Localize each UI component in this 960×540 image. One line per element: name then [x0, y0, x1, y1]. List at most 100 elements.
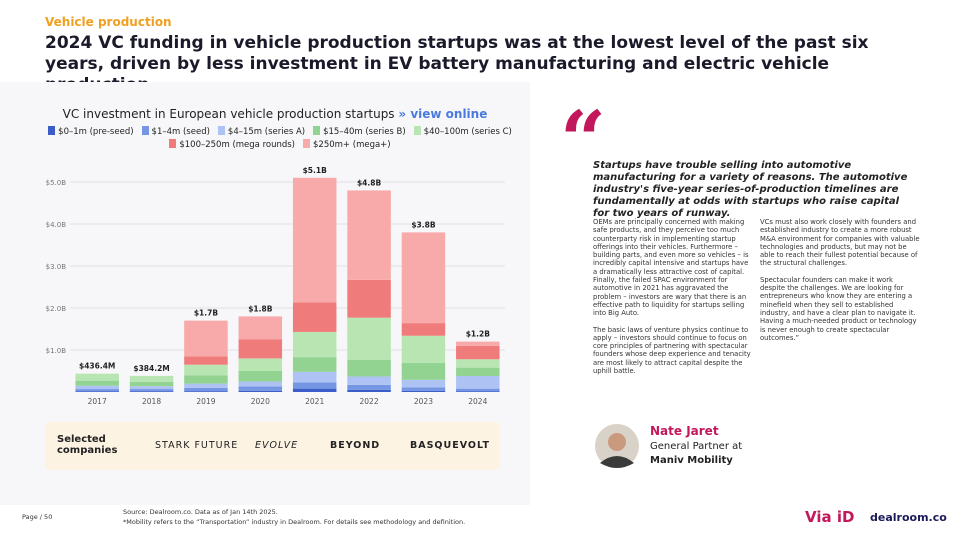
legend-label: $100–250m (mega rounds) [179, 140, 296, 150]
bar-segment [184, 356, 228, 365]
legend: $0–1m (pre-seed) $1–4m (seed) $4–15m (seri… [40, 126, 520, 150]
bar-segment [292, 371, 337, 383]
bar-segment [401, 379, 446, 388]
bar-segment [292, 388, 337, 392]
company: BASQUEVOLT [410, 440, 490, 451]
bar-segment [401, 387, 446, 391]
x-tick-label: 2024 [468, 397, 487, 406]
quote-mark: “ [560, 93, 607, 187]
bar-segment [238, 339, 283, 359]
bar-segment [456, 341, 500, 346]
bar-segment [75, 373, 119, 381]
bar-segment [129, 389, 174, 392]
bar-segment [238, 386, 283, 391]
legend-label: $15–40m (series B) [323, 127, 406, 137]
bar-segment [456, 359, 500, 368]
bar-segment [129, 375, 174, 382]
legend-swatch [48, 126, 56, 135]
legend-item: $1–4m (seed) [141, 126, 210, 137]
bar-segment [184, 375, 228, 384]
legend-swatch [217, 126, 225, 135]
source: Source: Dealroom.co. Data as of Jan 14th… [123, 508, 278, 516]
bar-segment [184, 320, 228, 357]
bar-segment [347, 376, 391, 385]
total-label: $1.7B [194, 309, 219, 318]
bar-segment [347, 317, 391, 360]
chart: $1.0B $2.0B $3.0B $4.0B $5.0B $436.4M 2017 $384… [46, 166, 505, 406]
y-tick-label: $3.0B [46, 263, 67, 271]
total-label: $5.1B [303, 166, 328, 175]
bar-segment [184, 383, 228, 388]
legend-swatch [141, 126, 149, 135]
bar-segment [184, 364, 228, 376]
legend-item: $250m+ (mega+) [303, 139, 391, 150]
person-role: General Partner at [650, 441, 743, 452]
bar-segment [456, 391, 500, 392]
legend-swatch [413, 126, 421, 135]
companies-label: Selected companies [57, 434, 118, 456]
legend-swatch [313, 126, 321, 135]
bar-segment [75, 389, 119, 392]
x-tick-label: 2021 [305, 397, 324, 406]
legend-label: $40–100m (series C) [423, 127, 512, 137]
chart-title: VC investment in European vehicle produc… [62, 107, 395, 121]
avatar [595, 424, 639, 468]
x-tick-label: 2017 [88, 397, 107, 406]
bar-segment [347, 384, 391, 390]
paragraph: OEMs are principally concerned with maki… [593, 218, 749, 318]
total-label: $1.8B [248, 304, 273, 313]
legend-label: $250m+ (mega+) [313, 140, 391, 150]
bar-segment [347, 190, 391, 280]
bar-segment [292, 382, 337, 389]
bar-segment [184, 391, 228, 392]
bar-segment [456, 367, 500, 377]
x-tick-label: 2018 [142, 397, 161, 406]
bar-segment [75, 380, 119, 386]
bar-segment [401, 363, 446, 380]
bar-segment [292, 177, 337, 303]
x-tick-label: 2023 [414, 397, 433, 406]
legend-label: $0–1m (pre-seed) [58, 127, 134, 137]
company: BEYOND [330, 440, 381, 451]
legend-item: $4–15m (series A) [217, 126, 306, 137]
y-tick-label: $2.0B [46, 305, 67, 313]
chart-title-row: VC investment in European vehicle produc… [40, 107, 510, 121]
bar-segment [347, 389, 391, 392]
bar-segment [238, 358, 283, 371]
paragraph: The basic laws of venture physics contin… [593, 325, 751, 376]
bar-segment [75, 391, 119, 392]
quote-column: OEMs are principally concerned with maki… [593, 218, 753, 383]
total-label: $384.2M [133, 364, 169, 373]
footnote: *Mobility refers to the “Transportation”… [123, 518, 466, 526]
bar-segment [292, 357, 337, 372]
x-tick-label: 2019 [196, 397, 215, 406]
kicker: Vehicle production [45, 15, 172, 29]
legend-label: $4–15m (series A) [227, 127, 306, 137]
bar-segment [292, 302, 337, 332]
paragraph: Spectacular founders can make it work de… [760, 275, 917, 342]
companies-box: Selected companies STARK FUTURE EVOLVE B… [45, 422, 500, 470]
view-online-link[interactable]: » view online [398, 107, 488, 121]
company: STARK FUTURE [155, 440, 239, 451]
total-label: $4.8B [357, 178, 382, 187]
legend-item: $0–1m (pre-seed) [48, 126, 134, 137]
company: EVOLVE [255, 440, 299, 451]
bar-segment [129, 386, 174, 390]
bar-segment [292, 331, 337, 358]
bar-segment [238, 390, 283, 392]
y-tick-label: $1.0B [46, 347, 67, 355]
total-label: $436.4M [79, 362, 115, 371]
bar-segment [401, 390, 446, 392]
logo: dealroom.co [870, 511, 947, 524]
total-label: $1.2B [466, 330, 491, 339]
person-company: Maniv Mobility [650, 455, 733, 466]
bar-segment [456, 376, 500, 389]
x-tick-label: 2022 [360, 397, 379, 406]
legend-swatch [169, 139, 177, 148]
quote-lead: Startups have trouble selling into autom… [593, 160, 908, 219]
logo: Via iD [805, 508, 855, 526]
paragraph: VCs must also work closely with founders… [760, 218, 920, 268]
legend-label: $1–4m (seed) [151, 127, 210, 137]
bar-segment [401, 323, 446, 336]
